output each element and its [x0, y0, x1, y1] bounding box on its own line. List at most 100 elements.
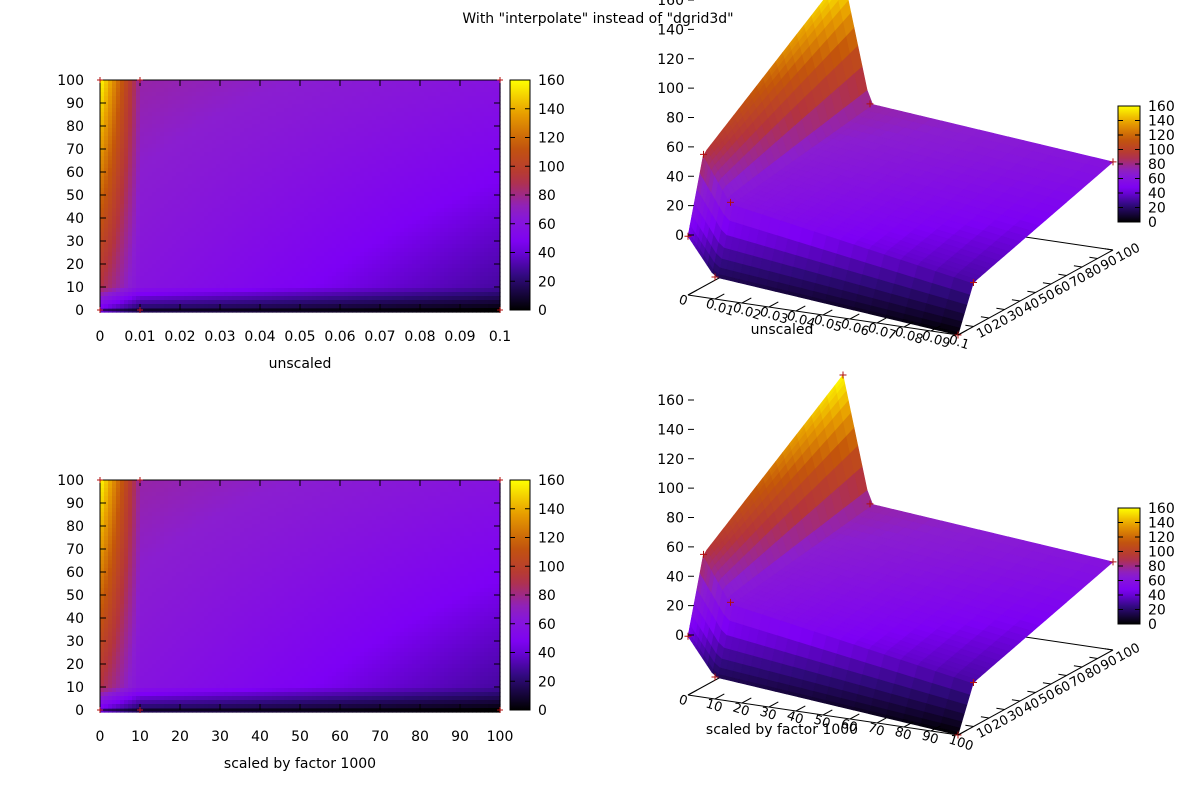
- heatmap-cell: [356, 188, 361, 193]
- heatmap-cell: [140, 120, 145, 125]
- heatmap-cell: [176, 200, 181, 205]
- heatmap-cell: [116, 132, 121, 137]
- heatmap-cell: [276, 200, 281, 205]
- heatmap-cell: [320, 224, 325, 229]
- heatmap-cell: [424, 108, 429, 113]
- heatmap-cell: [108, 232, 113, 237]
- heatmap-cell: [244, 196, 249, 201]
- heatmap-cell: [164, 228, 169, 233]
- heatmap-cell: [468, 232, 473, 237]
- heatmap-cell: [272, 176, 277, 181]
- heatmap-cell: [208, 260, 213, 265]
- heatmap-cell: [404, 236, 409, 241]
- heatmap-cell: [432, 184, 437, 189]
- heatmap-cell: [204, 168, 209, 173]
- heatmap-cell: [388, 84, 393, 89]
- heatmap-cell: [468, 272, 473, 277]
- heatmap-cell: [136, 268, 141, 273]
- heatmap-cell: [144, 108, 149, 113]
- heatmap-cell: [284, 200, 289, 205]
- heatmap-cell: [168, 196, 173, 201]
- heatmap-cell: [484, 240, 489, 245]
- heatmap-cell: [288, 108, 293, 113]
- heatmap-cell: [280, 176, 285, 181]
- heatmap-cell: [240, 180, 245, 185]
- heatmap-cell: [304, 220, 309, 225]
- heatmap-cell: [268, 236, 273, 241]
- heatmap-cell: [108, 212, 113, 217]
- heatmap-cell: [368, 252, 373, 257]
- heatmap-cell: [448, 256, 453, 261]
- heatmap-cell: [152, 80, 157, 85]
- heatmap-cell: [164, 172, 169, 177]
- heatmap-cell: [192, 108, 197, 113]
- heatmap-cell: [272, 244, 277, 249]
- heatmap-cell: [244, 124, 249, 129]
- heatmap-cell: [100, 80, 105, 85]
- heatmap-cell: [272, 252, 277, 257]
- heatmap-cell: [296, 204, 301, 209]
- heatmap-cell: [180, 220, 185, 225]
- heatmap-cell: [176, 240, 181, 245]
- heatmap-cell: [348, 168, 353, 173]
- heatmap-cell: [392, 256, 397, 261]
- heatmap-cell: [312, 128, 317, 133]
- heatmap-cell: [132, 268, 137, 273]
- heatmap-cell: [120, 160, 125, 165]
- heatmap-cell: [492, 160, 497, 165]
- heatmap-cell: [284, 256, 289, 261]
- heatmap-cell: [448, 156, 453, 161]
- heatmap-cell: [116, 192, 121, 197]
- heatmap-cell: [408, 232, 413, 237]
- heatmap-cell: [496, 200, 501, 205]
- heatmap-cell: [196, 152, 201, 157]
- heatmap-cell: [464, 224, 469, 229]
- heatmap-cell: [116, 196, 121, 201]
- heatmap-cell: [280, 124, 285, 129]
- heatmap-cell: [388, 188, 393, 193]
- heatmap-cell: [168, 236, 173, 241]
- heatmap-cell: [488, 236, 493, 241]
- heatmap-cell: [292, 200, 297, 205]
- heatmap-cell: [264, 212, 269, 217]
- heatmap-cell: [312, 172, 317, 177]
- heatmap-cell: [236, 104, 241, 109]
- heatmap-cell: [344, 108, 349, 113]
- heatmap-cell: [208, 180, 213, 185]
- heatmap-cell: [152, 156, 157, 161]
- heatmap-cell: [332, 104, 337, 109]
- heatmap-cell: [300, 180, 305, 185]
- heatmap-cell: [212, 248, 217, 253]
- heatmap-cell: [176, 252, 181, 257]
- heatmap-cell: [184, 168, 189, 173]
- heatmap-cell: [460, 112, 465, 117]
- heatmap-cell: [360, 192, 365, 197]
- heatmap-cell: [476, 88, 481, 93]
- heatmap-cell: [424, 152, 429, 157]
- heatmap-cell: [300, 164, 305, 169]
- heatmap-cell: [424, 180, 429, 185]
- heatmap-cell: [220, 232, 225, 237]
- heatmap-cell: [304, 208, 309, 213]
- heatmap-cell: [356, 216, 361, 221]
- heatmap-cell: [352, 100, 357, 105]
- heatmap-cell: [460, 200, 465, 205]
- heatmap-cell: [152, 208, 157, 213]
- heatmap-cell: [492, 232, 497, 237]
- heatmap-cell: [304, 212, 309, 217]
- heatmap-cell: [124, 132, 129, 137]
- heatmap-cell: [484, 120, 489, 125]
- heatmap-cell: [176, 212, 181, 217]
- heatmap-cell: [316, 208, 321, 213]
- heatmap-cell: [428, 256, 433, 261]
- heatmap-cell: [448, 104, 453, 109]
- heatmap-cell: [108, 256, 113, 261]
- heatmap-cell: [224, 224, 229, 229]
- heatmap-cell: [180, 224, 185, 229]
- heatmap-cell: [432, 192, 437, 197]
- heatmap-cell: [112, 264, 117, 269]
- heatmap-cell: [244, 240, 249, 245]
- heatmap-cell: [472, 168, 477, 173]
- heatmap-cell: [352, 152, 357, 157]
- heatmap-cell: [476, 120, 481, 125]
